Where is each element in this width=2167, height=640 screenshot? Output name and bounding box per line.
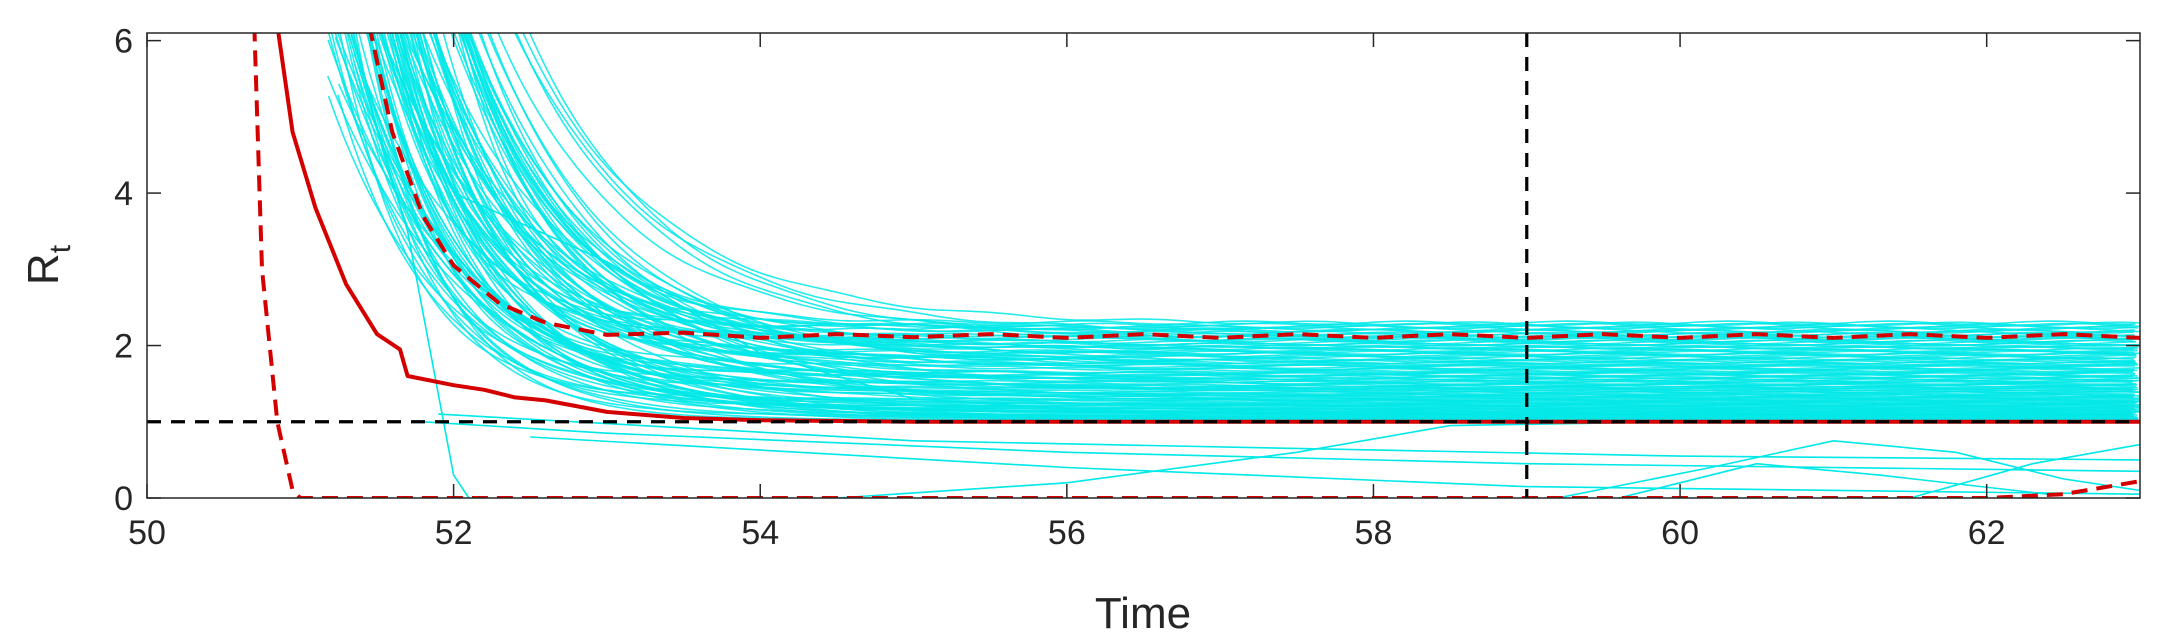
ensemble-line bbox=[515, 33, 2136, 344]
x-tick-label: 56 bbox=[1048, 514, 1086, 552]
y-axis-label-main: R bbox=[19, 253, 68, 285]
ensemble-line bbox=[453, 192, 2140, 423]
x-tick-label: 54 bbox=[741, 514, 779, 552]
ensemble-line bbox=[459, 33, 2135, 353]
ensemble-line bbox=[1557, 439, 2140, 498]
ensemble-line bbox=[379, 33, 2138, 379]
x-tick-label: 62 bbox=[1968, 514, 2006, 552]
ensemble-line bbox=[469, 33, 2136, 325]
y-tick-label: 4 bbox=[114, 175, 133, 213]
x-tick-label: 52 bbox=[435, 514, 473, 552]
y-tick-label: 0 bbox=[114, 480, 133, 518]
reference-lines bbox=[147, 33, 2140, 498]
ensemble-line bbox=[1909, 443, 2140, 498]
ensemble-line bbox=[386, 33, 2133, 415]
y-axis-label-subscript: t bbox=[44, 244, 77, 253]
ensemble-line bbox=[334, 33, 2140, 409]
ensemble-line bbox=[468, 33, 2138, 352]
ensemble-line bbox=[327, 95, 2138, 404]
ensemble-line bbox=[358, 33, 2140, 412]
ensemble-line bbox=[530, 436, 2140, 495]
ensemble-line bbox=[438, 413, 2140, 461]
y-axis-label: Rt bbox=[19, 244, 77, 285]
ensemble-line bbox=[346, 33, 2135, 402]
ensemble-line bbox=[463, 33, 2140, 336]
ensemble-line bbox=[366, 33, 2135, 407]
ensemble-trajectories bbox=[326, 33, 2140, 498]
x-tick-label: 60 bbox=[1661, 514, 1699, 552]
series-upper-bound bbox=[368, 33, 2140, 340]
plot-frame bbox=[146, 32, 2141, 499]
ensemble-line bbox=[422, 421, 2140, 473]
y-tick-label: 6 bbox=[114, 23, 133, 61]
ensemble-line bbox=[394, 33, 2133, 342]
y-tick-label: 2 bbox=[114, 328, 133, 366]
x-axis-label: Time bbox=[1095, 589, 1191, 638]
ensemble-line bbox=[376, 33, 2134, 374]
x-tick-label: 58 bbox=[1355, 514, 1393, 552]
ensemble-line bbox=[465, 33, 2135, 349]
ticks: 50 52 54 56 58 60 62 0 2 4 6 bbox=[114, 23, 2140, 552]
ensemble-line bbox=[347, 33, 470, 498]
ensemble-line bbox=[522, 33, 2140, 327]
ensemble-line bbox=[354, 64, 2134, 375]
x-tick-label: 50 bbox=[128, 514, 166, 552]
ensemble-line bbox=[1618, 462, 2049, 498]
